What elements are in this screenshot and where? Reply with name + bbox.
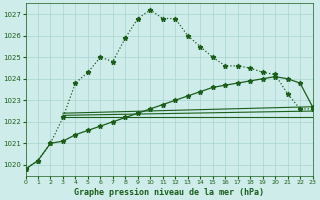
X-axis label: Graphe pression niveau de la mer (hPa): Graphe pression niveau de la mer (hPa)	[74, 188, 264, 197]
